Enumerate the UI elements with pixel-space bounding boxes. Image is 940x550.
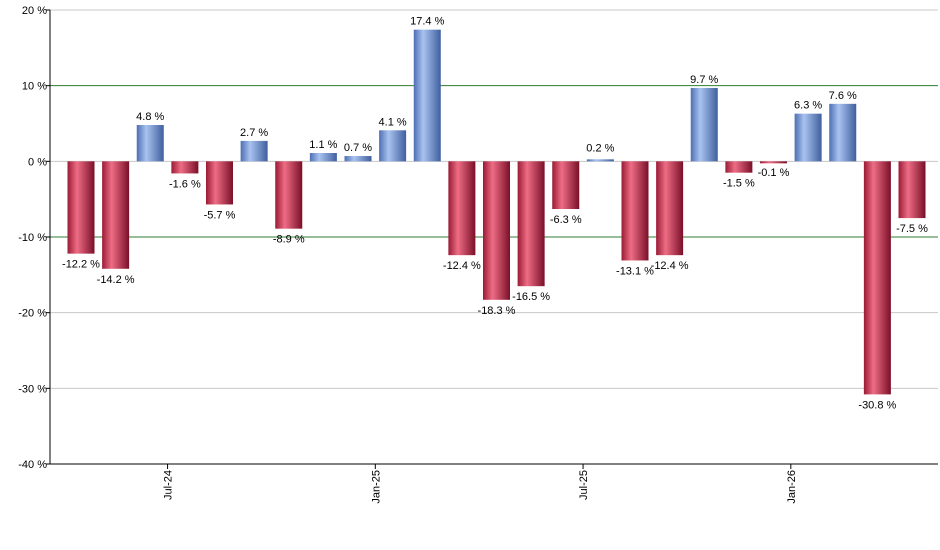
y-tick-label: -20 % bbox=[18, 308, 47, 320]
x-tick-label: Jul-25 bbox=[578, 470, 590, 500]
data-label: 0.2 % bbox=[586, 142, 614, 154]
x-tick-label: Jul-24 bbox=[163, 470, 175, 500]
data-label: -1.5 % bbox=[723, 178, 755, 190]
bar bbox=[206, 161, 233, 205]
x-axis-tick-labels: Jul-24 Jan-25 Jul-25 Jan-26 bbox=[163, 470, 798, 504]
bar bbox=[725, 161, 753, 173]
bar bbox=[690, 87, 718, 162]
y-tick-label: -40 % bbox=[18, 459, 47, 471]
data-label: -12.4 % bbox=[443, 260, 481, 272]
bar bbox=[794, 113, 822, 162]
data-labels: -12.2 % -14.2 % 4.8 % -1.6 % -5.7 % 2.7 % -8.9… bbox=[62, 16, 928, 412]
bar bbox=[67, 161, 95, 254]
bar bbox=[552, 161, 580, 210]
y-axis-tick-labels: 20 % 10 % 0 % -10 % -20 % -30 % -40 % bbox=[18, 5, 47, 471]
data-label: -0.1 % bbox=[758, 167, 790, 179]
bar bbox=[413, 29, 441, 162]
data-label: -8.9 % bbox=[273, 234, 305, 246]
bar bbox=[379, 130, 407, 162]
data-label: 4.1 % bbox=[379, 116, 407, 128]
bar bbox=[309, 153, 337, 162]
bar bbox=[102, 161, 130, 269]
data-label: -18.3 % bbox=[478, 305, 516, 317]
bar bbox=[136, 125, 164, 162]
bar bbox=[275, 161, 303, 229]
bar bbox=[829, 103, 857, 162]
data-label: -16.5 % bbox=[512, 291, 550, 303]
data-label: -1.6 % bbox=[169, 178, 201, 190]
bar bbox=[240, 140, 268, 162]
data-label: -30.8 % bbox=[858, 399, 896, 411]
data-label: -14.2 % bbox=[97, 274, 135, 286]
data-label: 0.7 % bbox=[344, 142, 372, 154]
bar bbox=[344, 156, 372, 162]
data-label: 1.1 % bbox=[309, 139, 337, 151]
bars bbox=[67, 29, 926, 395]
data-label: 9.7 % bbox=[690, 74, 718, 86]
y-tick-label: 10 % bbox=[22, 81, 47, 93]
y-tick-label: -10 % bbox=[18, 232, 47, 244]
data-label: 17.4 % bbox=[410, 16, 444, 28]
x-tick-label: Jan-25 bbox=[370, 470, 382, 504]
x-tick-label: Jan-26 bbox=[786, 470, 798, 504]
data-label: 2.7 % bbox=[240, 127, 268, 139]
bar bbox=[171, 161, 199, 174]
axes bbox=[46, 9, 938, 469]
data-label: -12.2 % bbox=[62, 259, 100, 271]
bar bbox=[483, 161, 510, 300]
bar bbox=[621, 161, 649, 261]
data-label: -13.1 % bbox=[616, 265, 654, 277]
bar bbox=[898, 161, 926, 219]
y-tick-label: 0 % bbox=[28, 156, 47, 168]
y-tick-label: 20 % bbox=[22, 5, 47, 17]
data-label: -12.4 % bbox=[651, 260, 689, 272]
data-label: -7.5 % bbox=[896, 223, 928, 235]
bar bbox=[656, 161, 684, 256]
bar bbox=[760, 161, 787, 164]
y-tick-label: -30 % bbox=[18, 383, 47, 395]
bar bbox=[517, 161, 545, 287]
data-label: 6.3 % bbox=[794, 100, 822, 112]
data-label: -6.3 % bbox=[550, 214, 582, 226]
bar bbox=[863, 161, 891, 395]
bar bbox=[448, 161, 476, 256]
bar bbox=[586, 159, 614, 162]
data-label: -5.7 % bbox=[204, 209, 236, 221]
data-label: 4.8 % bbox=[136, 111, 164, 123]
data-label: 7.6 % bbox=[829, 90, 857, 102]
